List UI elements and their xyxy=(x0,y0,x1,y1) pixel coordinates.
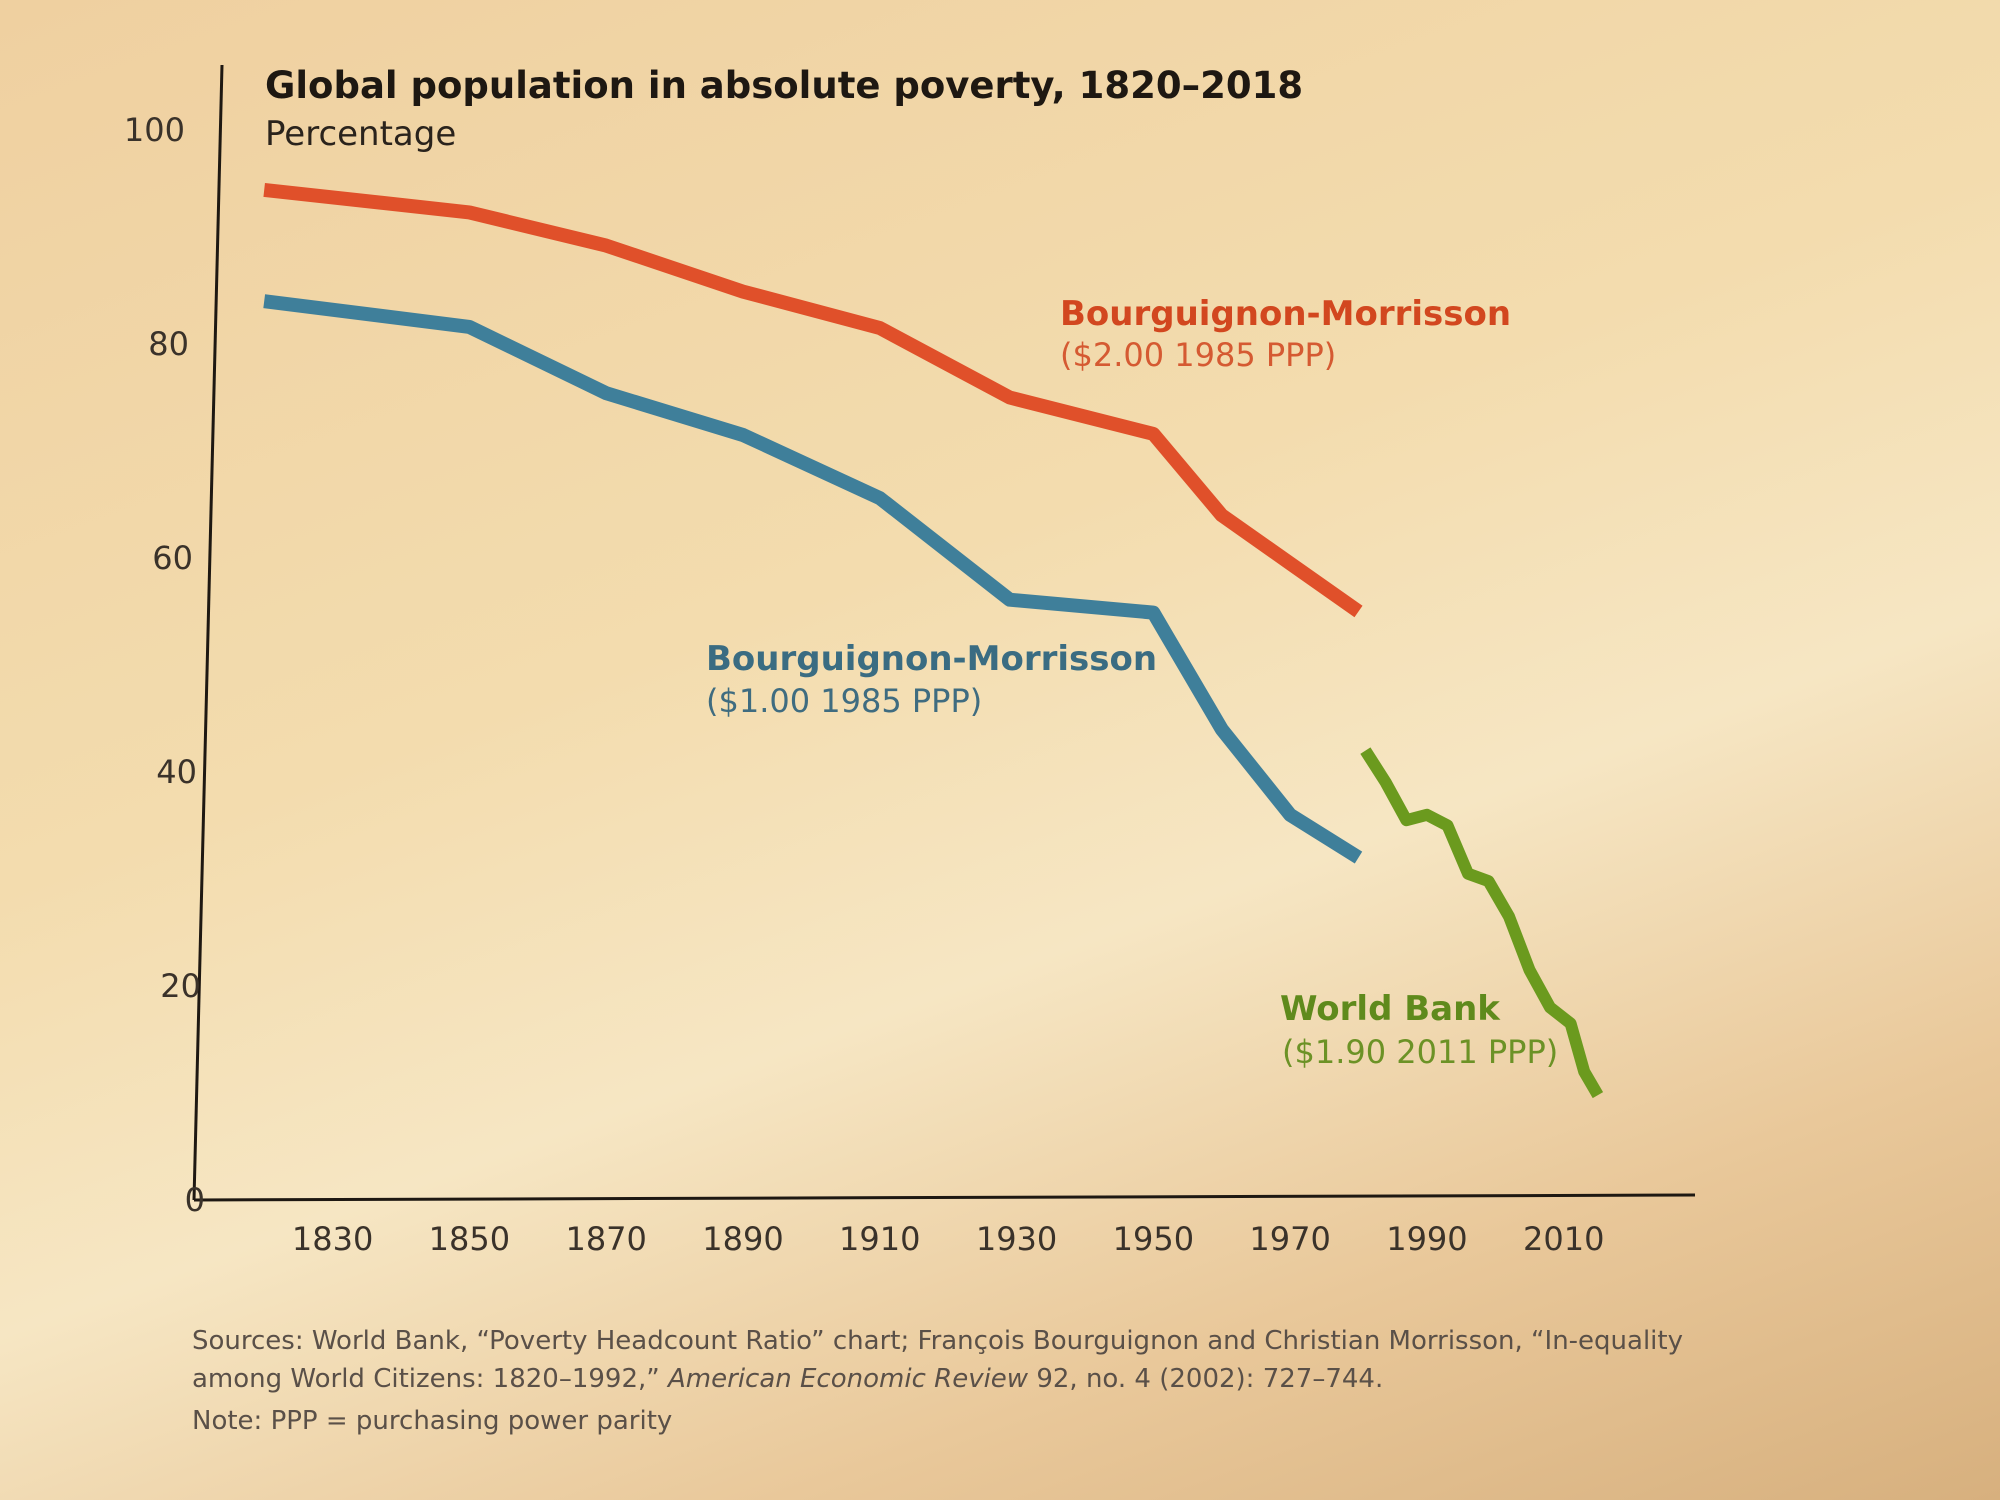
series-sublabel-bm2: ($2.00 1985 PPP) xyxy=(1060,336,1336,374)
ppp-note: Note: PPP = purchasing power parity xyxy=(192,1406,673,1436)
chart-title: Global population in absolute poverty, 1… xyxy=(265,64,1303,107)
x-tick-labels: 1830 1850 1870 1890 1910 1930 1950 1970 1990 2010 xyxy=(292,1220,1605,1258)
x-tick-label: 1930 xyxy=(976,1220,1057,1258)
sources-text: Sources: World Bank, “Poverty Headcount … xyxy=(192,1322,1712,1398)
x-tick-label: 1910 xyxy=(839,1220,920,1258)
series-lines xyxy=(263,182,1604,1099)
series-line-1 xyxy=(263,294,1363,864)
series-label-bm2: Bourguignon-Morrisson xyxy=(1060,294,1511,334)
x-tick-label: 1850 xyxy=(429,1220,510,1258)
x-tick-label: 1950 xyxy=(1113,1220,1194,1258)
journal-name: American Economic Review xyxy=(668,1364,1029,1394)
chart-subtitle: Percentage xyxy=(265,114,456,154)
series-line-2 xyxy=(1360,747,1604,1099)
y-tick-label: 40 xyxy=(156,753,197,791)
sources-suffix: 92, no. 4 (2002): 727–744. xyxy=(1036,1364,1384,1394)
x-tick-label: 1970 xyxy=(1249,1220,1330,1258)
series-sublabel-bm1: ($1.00 1985 PPP) xyxy=(706,682,982,720)
y-tick-label: 60 xyxy=(152,539,193,577)
sources-prefix: Sources: World Bank, “Poverty Headcount … xyxy=(192,1326,1683,1394)
series-sublabel-wb: ($1.90 2011 PPP) xyxy=(1282,1033,1558,1071)
y-tick-label: 20 xyxy=(160,967,201,1005)
y-axis xyxy=(192,64,224,1201)
y-tick-label: 0 xyxy=(185,1181,205,1219)
y-tick-label: 100 xyxy=(124,111,185,149)
chart-notes: Sources: World Bank, “Poverty Headcount … xyxy=(192,1322,1712,1440)
x-tick-label: 1870 xyxy=(565,1220,646,1258)
x-axis xyxy=(193,1193,1696,1202)
y-tick-labels: 0 20 40 60 80 100 xyxy=(124,111,205,1219)
series-label-bm1: Bourguignon-Morrisson xyxy=(706,639,1157,679)
x-tick-label: 1990 xyxy=(1386,1220,1467,1258)
x-tick-label: 1890 xyxy=(702,1220,783,1258)
x-tick-label: 2010 xyxy=(1523,1220,1604,1258)
y-tick-label: 80 xyxy=(148,325,189,363)
x-tick-label: 1830 xyxy=(292,1220,373,1258)
series-label-wb: World Bank xyxy=(1280,989,1501,1029)
series-line-0 xyxy=(263,182,1363,618)
